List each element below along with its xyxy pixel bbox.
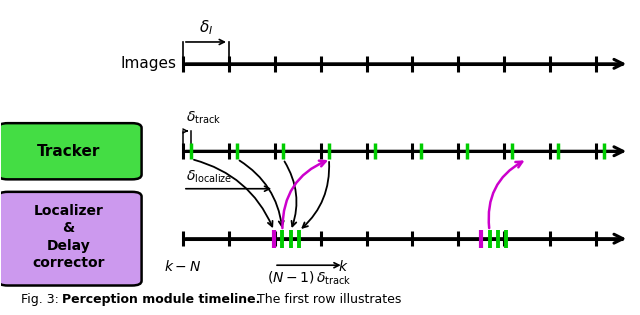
Text: $\delta_{\rm track}$: $\delta_{\rm track}$ (186, 110, 221, 126)
FancyBboxPatch shape (0, 192, 141, 285)
Text: Fig. 3:: Fig. 3: (20, 293, 62, 306)
Text: Images: Images (120, 56, 177, 71)
Text: $\delta_I$: $\delta_I$ (199, 19, 213, 37)
FancyBboxPatch shape (0, 123, 141, 179)
Text: $(N-1)\,\delta_{\rm track}$: $(N-1)\,\delta_{\rm track}$ (267, 270, 351, 287)
Text: The first row illustrates: The first row illustrates (253, 293, 401, 306)
Text: Perception module timeline.: Perception module timeline. (62, 293, 260, 306)
Text: Tracker: Tracker (36, 144, 100, 159)
Text: Localizer
&
Delay
corrector: Localizer & Delay corrector (32, 204, 104, 270)
Text: $k$: $k$ (339, 259, 349, 274)
Text: $k - N$: $k - N$ (164, 259, 202, 274)
Text: $\delta_{\rm localize}$: $\delta_{\rm localize}$ (186, 169, 232, 185)
